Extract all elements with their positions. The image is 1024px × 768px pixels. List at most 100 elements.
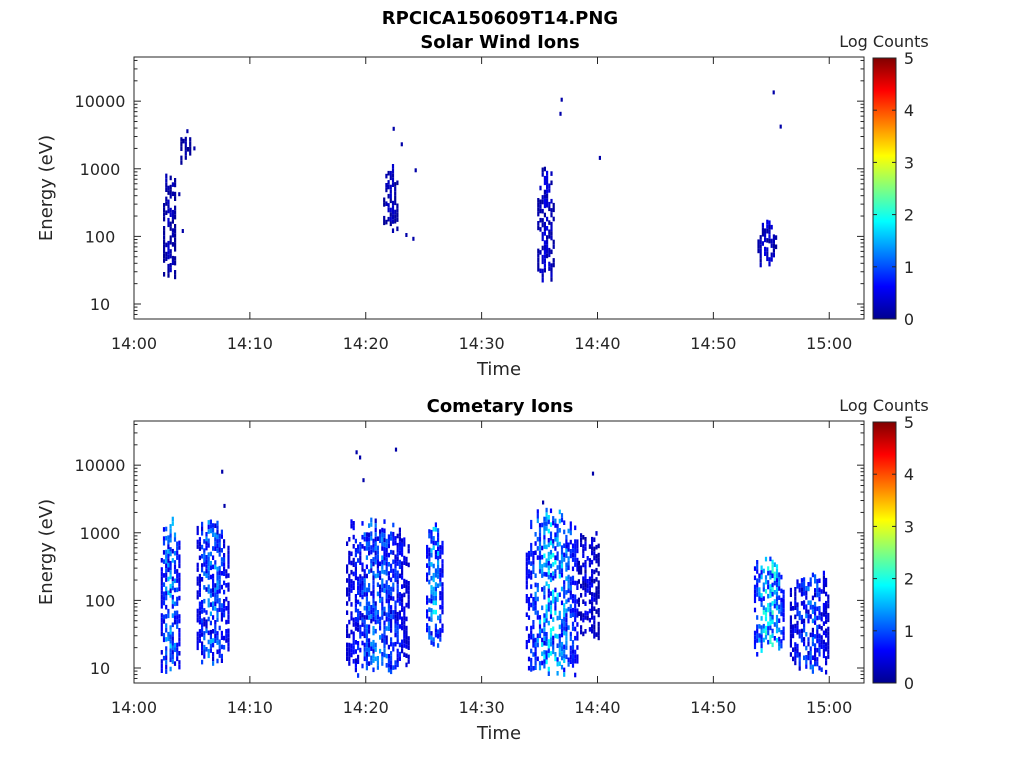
data-cell <box>167 199 170 205</box>
data-cell <box>173 564 177 570</box>
data-cell <box>169 207 172 213</box>
data-cell <box>218 533 221 539</box>
data-cell <box>363 651 366 657</box>
data-cell <box>387 216 390 222</box>
data-cell <box>439 637 442 642</box>
data-cell <box>569 608 572 614</box>
data-cell <box>173 615 177 620</box>
data-cell <box>534 582 537 588</box>
data-cell <box>792 606 795 611</box>
data-cell <box>398 656 401 661</box>
data-cell <box>571 552 575 558</box>
data-cell <box>556 533 559 538</box>
data-cell <box>827 626 830 632</box>
data-cell <box>372 561 375 567</box>
data-cell <box>597 589 600 595</box>
data-cell <box>543 212 546 218</box>
data-cell <box>361 585 364 591</box>
data-cell <box>565 613 568 618</box>
data-cell <box>586 579 589 584</box>
data-cell <box>212 638 215 643</box>
data-cell <box>552 207 555 213</box>
data-cell <box>387 612 390 618</box>
data-cell <box>773 636 776 641</box>
data-cell <box>432 637 435 642</box>
data-cell <box>563 543 566 548</box>
data-cell <box>809 664 812 670</box>
data-cell <box>169 565 172 571</box>
data-cell <box>227 619 230 624</box>
data-cell <box>368 601 371 607</box>
data-cell <box>165 256 168 261</box>
data-cell <box>775 244 778 250</box>
data-cell <box>767 603 770 608</box>
data-cell <box>214 560 217 565</box>
data-cell <box>174 247 177 252</box>
data-cell <box>392 568 395 574</box>
data-cell <box>372 593 375 599</box>
data-cell <box>212 606 215 611</box>
data-cell <box>403 634 406 639</box>
data-cell <box>434 540 437 546</box>
data-cell <box>554 555 557 560</box>
data-cell <box>563 630 566 636</box>
data-cell <box>550 226 553 232</box>
data-cell <box>394 618 397 624</box>
data-cell <box>346 569 349 574</box>
data-cell <box>216 598 219 604</box>
data-cell <box>354 649 357 654</box>
data-cell <box>534 637 537 643</box>
data-cell <box>432 591 435 596</box>
data-cell <box>567 556 570 561</box>
data-cell <box>207 552 210 557</box>
data-cell <box>541 573 544 578</box>
data-cell <box>541 195 544 200</box>
data-cell <box>383 643 386 649</box>
data-cell <box>218 575 221 580</box>
data-cell <box>390 664 393 670</box>
data-cell <box>398 592 401 597</box>
data-cell <box>543 627 546 632</box>
data-cell <box>820 644 823 649</box>
data-cell <box>574 548 577 554</box>
data-cell <box>818 665 821 671</box>
data-cell <box>368 652 371 657</box>
data-cell <box>407 636 410 641</box>
data-cell <box>216 534 219 540</box>
data-cell <box>201 554 204 559</box>
data-cell <box>439 568 442 573</box>
data-cell <box>385 183 388 188</box>
data-cell <box>591 541 594 547</box>
data-cell <box>357 581 360 586</box>
data-cell <box>173 578 177 584</box>
data-cell <box>357 608 360 614</box>
data-cell <box>773 580 776 586</box>
data-cell <box>569 650 572 655</box>
data-cell <box>591 573 594 579</box>
data-cell <box>565 562 568 568</box>
data-cell <box>760 639 763 644</box>
data-cell <box>756 592 759 597</box>
data-cell <box>160 581 163 586</box>
data-cell <box>818 647 821 652</box>
data-cell <box>595 577 598 582</box>
data-cell <box>541 254 544 260</box>
data-cell <box>809 655 812 661</box>
data-cell <box>220 644 223 650</box>
data-cell <box>223 557 226 563</box>
data-cell <box>814 661 817 667</box>
data-cell <box>368 569 371 574</box>
data-cell <box>441 568 444 573</box>
x-tick-label: 14:40 <box>574 698 620 717</box>
data-cell <box>359 592 362 598</box>
data-cell <box>365 532 368 537</box>
data-cell <box>391 228 395 233</box>
data-cell <box>167 631 170 637</box>
data-cell <box>816 647 819 653</box>
data-cell <box>376 656 379 661</box>
data-cell <box>396 630 399 635</box>
data-cell <box>532 643 535 648</box>
data-cell <box>357 590 360 595</box>
data-cell <box>394 660 397 665</box>
data-cell <box>212 578 215 583</box>
